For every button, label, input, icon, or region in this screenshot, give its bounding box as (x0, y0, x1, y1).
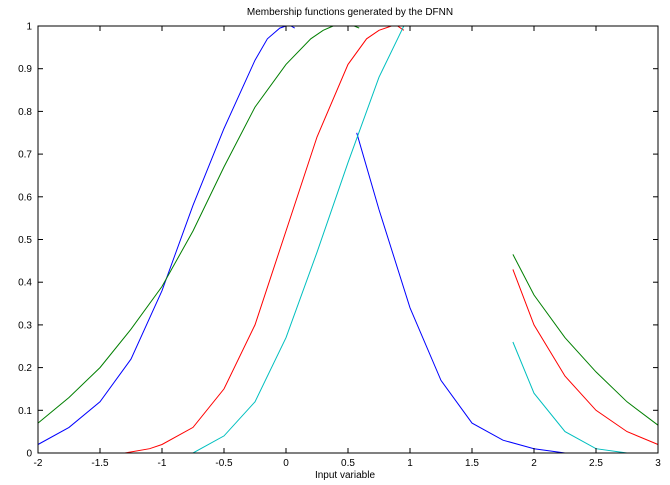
x-tick-label: -2 (34, 458, 43, 469)
series-3-segment-3 (512, 269, 659, 445)
y-tick-label: 0.6 (18, 192, 32, 203)
x-tick-label: 1 (407, 458, 413, 469)
y-tick-label: 0.3 (18, 320, 32, 331)
x-tick-label: -1 (158, 458, 167, 469)
ticks-layer: -2 -1.5 -1 -0.5 0 0.5 1 1.5 2 2.5 3 0 0.1 0.2 0.3 0.4 0.… (18, 22, 661, 470)
series-2-segment-1 (37, 25, 334, 424)
x-tick-label: 0 (283, 458, 289, 469)
x-tick-label: 2 (531, 458, 537, 469)
x-tick-label: 3 (655, 458, 661, 469)
x-tick-label: 0.5 (341, 458, 355, 469)
series-layer (37, 25, 659, 454)
x-tick-label: -0.5 (215, 458, 233, 469)
series-3-segment-2 (397, 25, 405, 31)
series-2-segment-3 (512, 254, 659, 426)
y-tick-label: 0.7 (18, 150, 32, 161)
series-1-segment-3 (356, 132, 566, 454)
y-tick-label: 0.1 (18, 406, 32, 417)
y-tick-label: 0.8 (18, 107, 32, 118)
x-tick-label: 1.5 (465, 458, 479, 469)
y-tick-label: 0.2 (18, 363, 32, 374)
y-tick-label: 0.5 (18, 235, 32, 246)
y-tick-label: 0.9 (18, 64, 32, 75)
series-4-segment-1 (87, 25, 405, 454)
x-tick-label: 2.5 (589, 458, 603, 469)
series-1-segment-1 (37, 25, 287, 445)
chart-title: Membership functions generated by the DF… (247, 7, 453, 18)
series-3-segment-1 (124, 25, 392, 454)
y-tick-label: 1 (26, 22, 32, 33)
x-tick-label: -1.5 (91, 458, 109, 469)
y-tick-label: 0 (26, 449, 32, 460)
y-tick-label: 0.4 (18, 278, 32, 289)
series-4-segment-2 (512, 341, 628, 454)
x-axis-label: Input variable (315, 470, 375, 481)
